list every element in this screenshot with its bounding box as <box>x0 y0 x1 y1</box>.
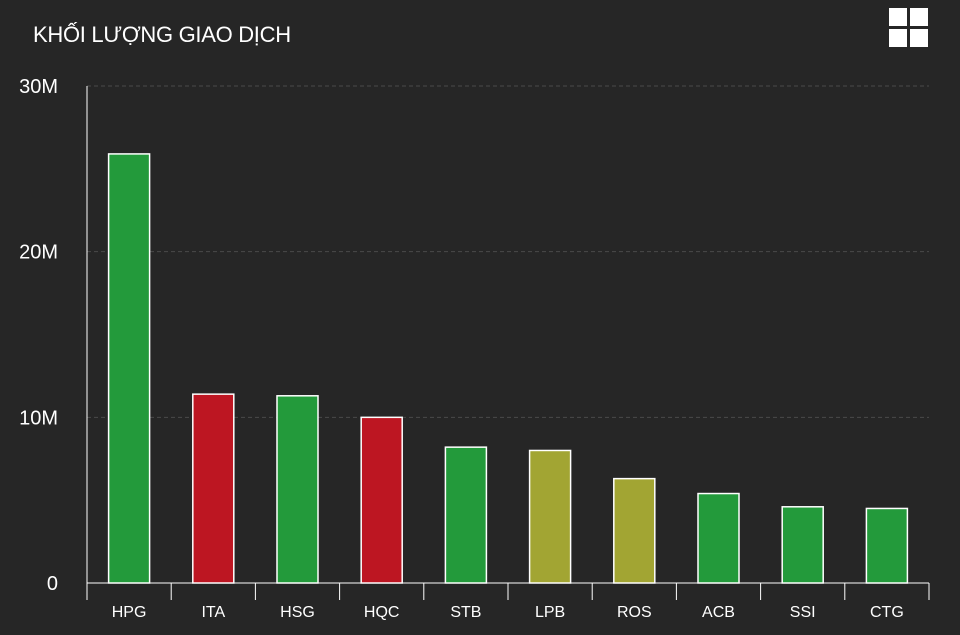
y-tick-label: 0 <box>47 573 58 595</box>
x-tick-label: HSG <box>280 604 315 621</box>
bar-ros <box>613 477 656 584</box>
x-tick-label: ACB <box>702 604 735 621</box>
bar-ssi <box>781 506 824 584</box>
x-tick-label: CTG <box>870 604 904 621</box>
x-tick-label: SSI <box>790 604 816 621</box>
x-tick-label: LPB <box>535 604 565 621</box>
bar-ctg <box>865 507 909 584</box>
grid-cell <box>910 8 928 26</box>
y-tick-label: 10M <box>19 407 58 429</box>
bar-acb <box>697 492 740 584</box>
bar-hsg <box>276 395 319 584</box>
x-tick-label: ROS <box>617 604 652 621</box>
x-tick-label: HPG <box>112 604 147 621</box>
bar-stb <box>444 446 488 584</box>
grid-cell <box>910 29 928 47</box>
bar-hpg <box>107 153 151 584</box>
bar-ita <box>192 393 235 584</box>
x-tick-label: HQC <box>364 604 400 621</box>
bar-lpb <box>528 449 572 584</box>
y-tick-label: 30M <box>19 76 58 98</box>
bar-hqc <box>360 416 403 584</box>
grid-cell <box>889 29 907 47</box>
chart-title: KHỐI LƯỢNG GIAO DỊCH <box>33 22 291 47</box>
y-tick-label: 20M <box>19 242 58 264</box>
x-tick-label: ITA <box>201 604 225 621</box>
grid-menu-icon[interactable] <box>889 8 929 47</box>
grid-cell <box>889 8 907 26</box>
x-tick-label: STB <box>450 604 481 621</box>
